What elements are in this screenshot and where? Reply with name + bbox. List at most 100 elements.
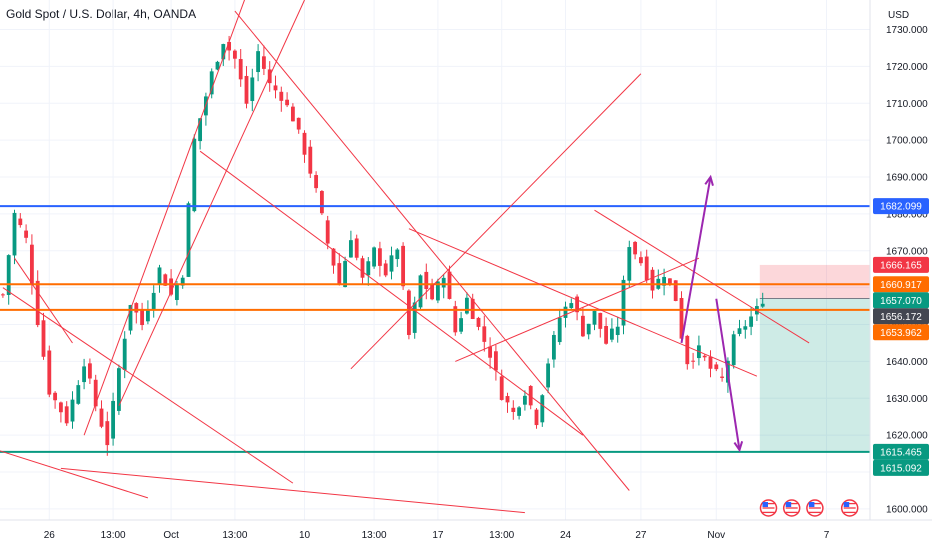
trend-line[interactable] bbox=[118, 0, 305, 406]
trend-line[interactable] bbox=[408, 228, 758, 377]
candle bbox=[476, 316, 481, 331]
candle bbox=[418, 274, 423, 309]
candle bbox=[482, 315, 487, 352]
arrow[interactable] bbox=[715, 298, 744, 453]
price-label: 1615.092 bbox=[873, 459, 929, 476]
price-label: 1656.172 bbox=[873, 308, 929, 325]
trend-line[interactable] bbox=[234, 10, 630, 491]
trend-line[interactable] bbox=[83, 0, 258, 436]
time-tick-label: 13:00 bbox=[489, 530, 514, 541]
price-label: 1660.917 bbox=[873, 276, 929, 293]
time-tick-label: 24 bbox=[560, 530, 572, 541]
time-tick-label: 13:00 bbox=[222, 530, 247, 541]
us-flag-icon[interactable] bbox=[759, 499, 778, 517]
candle bbox=[134, 302, 139, 324]
candle bbox=[12, 209, 17, 265]
candle bbox=[511, 400, 516, 420]
candle bbox=[638, 251, 643, 266]
price-label: 1653.962 bbox=[873, 324, 929, 341]
candle bbox=[140, 302, 145, 331]
candle bbox=[82, 358, 87, 390]
trend-line[interactable] bbox=[594, 209, 810, 344]
us-flag-icon[interactable] bbox=[782, 499, 801, 517]
short-position-tool[interactable] bbox=[759, 264, 870, 452]
candle bbox=[192, 134, 197, 213]
candle bbox=[592, 310, 597, 331]
trend-line[interactable] bbox=[350, 73, 642, 370]
price-tick-label: 1620.000 bbox=[886, 431, 928, 442]
candle bbox=[18, 213, 23, 228]
price-tick-label: 1680.000 bbox=[886, 209, 928, 220]
candle bbox=[430, 278, 435, 301]
candle bbox=[296, 117, 301, 134]
time-tick-label: 27 bbox=[635, 530, 647, 541]
trend-line[interactable] bbox=[2, 287, 294, 484]
trend-lines[interactable] bbox=[0, 0, 810, 514]
time-tick-label: 17 bbox=[432, 530, 444, 541]
candle bbox=[609, 318, 614, 343]
candle bbox=[685, 334, 690, 370]
trend-line[interactable] bbox=[14, 257, 73, 344]
candle bbox=[221, 43, 226, 66]
target-zone[interactable] bbox=[759, 298, 870, 452]
candle bbox=[186, 201, 191, 277]
svg-text:1615.092: 1615.092 bbox=[880, 463, 922, 474]
price-axis[interactable]: 1730.000 1720.000 1710.000 1700.000 1690.000… bbox=[886, 25, 928, 515]
candle bbox=[720, 367, 725, 382]
trend-line[interactable] bbox=[199, 150, 584, 436]
candle bbox=[41, 312, 46, 360]
candle bbox=[76, 380, 81, 405]
stop-zone[interactable] bbox=[759, 264, 870, 299]
candle bbox=[760, 292, 765, 308]
events-row[interactable] bbox=[759, 499, 859, 517]
trend-line[interactable] bbox=[455, 257, 700, 362]
candle bbox=[470, 293, 475, 320]
candle bbox=[151, 285, 156, 318]
candle bbox=[702, 354, 707, 361]
candle bbox=[35, 270, 40, 328]
price-tick-label: 1640.000 bbox=[886, 357, 928, 368]
price-labels: 1666.165 1660.917 1657.070 1656.172 1653.962… bbox=[873, 198, 929, 476]
candle bbox=[87, 358, 92, 384]
candle bbox=[290, 103, 295, 122]
trend-line[interactable] bbox=[0, 446, 149, 499]
candle bbox=[308, 140, 313, 179]
arrow[interactable] bbox=[680, 174, 714, 344]
candle bbox=[372, 246, 377, 269]
candle bbox=[621, 275, 626, 335]
grid bbox=[0, 0, 870, 520]
candle bbox=[232, 49, 237, 69]
candle bbox=[557, 308, 562, 345]
candle bbox=[354, 234, 359, 261]
candle bbox=[64, 401, 69, 426]
candle bbox=[331, 247, 336, 274]
candle bbox=[401, 242, 406, 290]
price-tick-label: 1690.000 bbox=[886, 173, 928, 184]
time-tick-label: 13:00 bbox=[101, 530, 126, 541]
candle bbox=[360, 255, 365, 285]
candle bbox=[389, 246, 394, 280]
candle bbox=[534, 407, 539, 429]
candle bbox=[546, 358, 551, 394]
us-flag-icon[interactable] bbox=[840, 499, 859, 517]
trend-line[interactable] bbox=[60, 467, 525, 514]
candle bbox=[302, 130, 307, 163]
candle bbox=[116, 364, 121, 415]
time-axis[interactable]: 26 13:00 Oct 13:00 10 13:00 17 13:00 24 27 Nov 7 bbox=[44, 530, 830, 541]
horizontal-lines[interactable] bbox=[0, 205, 870, 453]
us-flag-icon[interactable] bbox=[806, 499, 824, 517]
candle bbox=[261, 45, 266, 76]
candle bbox=[157, 264, 162, 293]
candle bbox=[488, 337, 493, 369]
time-tick-label: Nov bbox=[707, 530, 725, 541]
candle bbox=[708, 350, 713, 378]
candle bbox=[273, 75, 278, 99]
arrows[interactable] bbox=[680, 174, 744, 453]
svg-text:1682.099: 1682.099 bbox=[880, 202, 922, 213]
candle bbox=[244, 66, 249, 109]
candle bbox=[650, 267, 655, 299]
candle bbox=[24, 224, 29, 244]
candle bbox=[215, 60, 220, 71]
candle bbox=[343, 256, 348, 288]
